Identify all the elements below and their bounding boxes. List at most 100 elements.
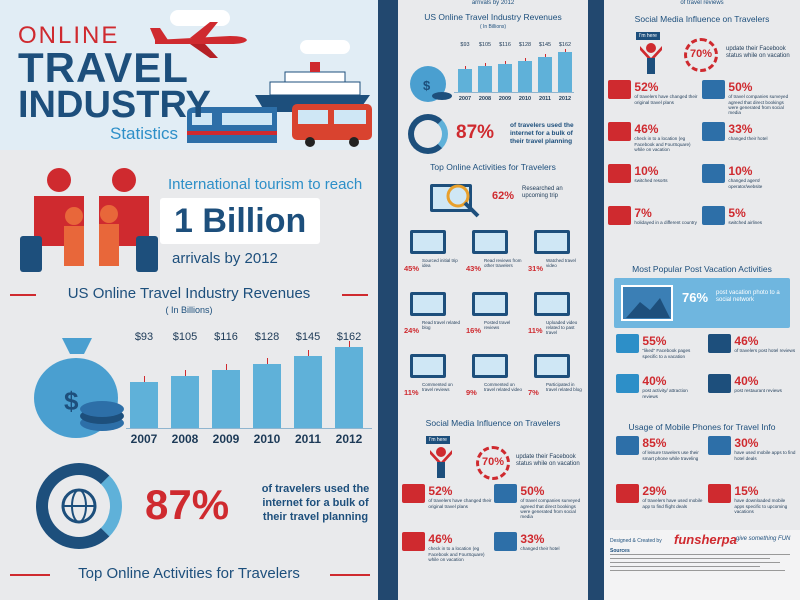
revenue-value-label: $162 xyxy=(558,42,572,48)
mid-revenue-title: US Online Travel Industry Revenues xyxy=(424,12,562,22)
revenue-value-label: $128 xyxy=(254,331,280,343)
title-travel: TRAVEL xyxy=(18,44,189,91)
post-review-icon xyxy=(472,292,508,316)
stat-pct: 40% xyxy=(734,374,759,388)
mid-research-text: Researched an upcoming trip xyxy=(522,186,563,199)
revenue-value-label: $93 xyxy=(460,42,470,48)
travel-app-icon xyxy=(708,484,731,504)
revenue-value-label: $116 xyxy=(214,331,238,343)
stat-pct: 5% xyxy=(728,206,746,220)
mid-social-section: Social Media Influence on Travelers I'm … xyxy=(398,414,588,600)
value-marker-line xyxy=(525,57,526,61)
divider xyxy=(342,294,368,296)
divider xyxy=(10,294,36,296)
mid-activities-section: Top Online Activities for Travelers 62% … xyxy=(398,162,588,414)
vacation-photo: 76% post vacation photo to a social netw… xyxy=(614,278,790,328)
stat-text: of travelers post hotel reviews xyxy=(734,348,796,354)
activities-title: Top Online Activities for Travelers xyxy=(78,565,300,582)
mid-facebook-text: update their Facebook status while on va… xyxy=(516,454,580,467)
stat-text: have downloaded mobile apps specific to … xyxy=(734,498,788,514)
activity-item: 7% Participated in travel related blog xyxy=(528,354,586,412)
revenue-year-label: 2012 xyxy=(335,432,363,446)
activity-pct: 31% xyxy=(528,264,544,273)
title-online: ONLINE xyxy=(18,22,120,49)
airplane-icon xyxy=(702,206,725,226)
stat-text: holidayed in a different country xyxy=(634,220,697,226)
footer-tagline: give something FUN xyxy=(736,536,791,542)
rt-mobile-section: Usage of Mobile Phones for Travel Info 8… xyxy=(604,422,800,542)
title-industry: INDUSTRY xyxy=(18,84,211,126)
stat-text: changed agent/ operator/website xyxy=(728,178,763,189)
stat-pct: 30% xyxy=(734,436,759,450)
activity-pct: 24% xyxy=(404,326,420,335)
good-speech-icon xyxy=(708,334,731,354)
mid-social-title: Social Media Influence on Travelers xyxy=(425,418,561,428)
revenue-year-label: 2008 xyxy=(171,432,199,446)
mid-planning-text: of travelers used the internet for a bul… xyxy=(510,122,574,145)
smartphone-icon xyxy=(616,436,639,456)
value-marker-line xyxy=(144,375,145,382)
revenue-title: US Online Travel Industry Revenues xyxy=(67,285,311,302)
rt-top-snippet: of travel reviews xyxy=(680,0,724,6)
stat-pct: 10% xyxy=(728,164,753,178)
family-travelers-icon xyxy=(20,168,158,272)
rt-facebook-pct: 70% xyxy=(689,48,713,60)
x-axis-line xyxy=(126,428,372,429)
source-line xyxy=(610,570,785,571)
source-line xyxy=(610,562,780,563)
revenue-value-label: $105 xyxy=(172,331,198,343)
activity-text: Sourced initial trip idea xyxy=(422,258,458,269)
x-axis-line xyxy=(454,92,574,93)
footer-brand-logo: funsherpa xyxy=(674,532,737,547)
stat-pct: 29% xyxy=(642,484,667,498)
mid-activities-title: Top Online Activities for Travelers xyxy=(430,162,556,172)
walking-traveler-icon xyxy=(402,484,425,504)
revenue-value-label: $145 xyxy=(295,331,321,343)
facebook-pct-ring xyxy=(684,38,718,72)
revenue-year-label: 2011 xyxy=(539,96,551,102)
stat-pct: 33% xyxy=(520,532,545,546)
activities-section: Top Online Activities for Travelers xyxy=(0,565,378,600)
planning-text: of travelers used the internet for a bul… xyxy=(261,483,370,523)
comment-icon xyxy=(410,354,446,378)
mid-research-pct: 62% xyxy=(492,190,515,202)
revenue-bar xyxy=(253,364,281,428)
revenue-section: US Online Travel Industry Revenues ( In … xyxy=(0,285,378,455)
divider xyxy=(10,574,50,576)
revenue-value-label: $93 xyxy=(134,331,154,343)
magnifier-monitor-icon xyxy=(430,184,480,218)
title-statistics: Statistics xyxy=(110,124,179,143)
stat-pct: 40% xyxy=(642,374,667,388)
stat-text: of travelers have used mobile app to fin… xyxy=(642,498,703,509)
cloud-icon xyxy=(300,40,350,54)
revenue-bar xyxy=(478,66,492,92)
value-marker-line xyxy=(565,49,566,53)
rt-post-section: Most Popular Post Vacation Activities 76… xyxy=(604,262,800,422)
like-thumb-icon xyxy=(616,334,639,354)
donut-87 xyxy=(408,114,448,154)
mid-revenue-subtitle: ( In Billions) xyxy=(479,24,507,30)
source-line xyxy=(610,566,760,567)
restaurant-icon xyxy=(708,374,731,394)
hotel-icon xyxy=(702,122,725,142)
person-cheering-icon xyxy=(430,447,452,478)
revenue-subtitle: ( In Billions) xyxy=(165,305,213,315)
stat-text: of travelers have changed their original… xyxy=(428,498,492,509)
activity-pct: 11% xyxy=(528,326,543,335)
landmark-photo-icon xyxy=(621,285,673,321)
revenue-year-label: 2007 xyxy=(458,96,472,102)
laptop-icon xyxy=(702,164,725,184)
stat-pct: 55% xyxy=(642,334,667,348)
tourism-section: International tourism to reach 1 Billion… xyxy=(0,150,378,285)
rt-mobile-title: Usage of Mobile Phones for Travel Info xyxy=(628,422,776,432)
video-screen-icon xyxy=(534,230,570,254)
infographic-large-view: ONLINE TRAVEL INDUSTRY Statistics Intern… xyxy=(0,0,378,600)
stat-pct: 50% xyxy=(520,484,545,498)
source-line xyxy=(610,554,790,555)
stat-pct: 33% xyxy=(728,122,753,136)
value-marker-line xyxy=(349,341,350,347)
activity-item: 31% Watched travel video xyxy=(528,230,586,288)
activity-item: 11% Commented on travel reviews xyxy=(404,354,462,412)
rt-facebook-text: update their Facebook status while on va… xyxy=(726,46,790,59)
stat-text: of travel companies surveyed agreed that… xyxy=(728,94,789,116)
